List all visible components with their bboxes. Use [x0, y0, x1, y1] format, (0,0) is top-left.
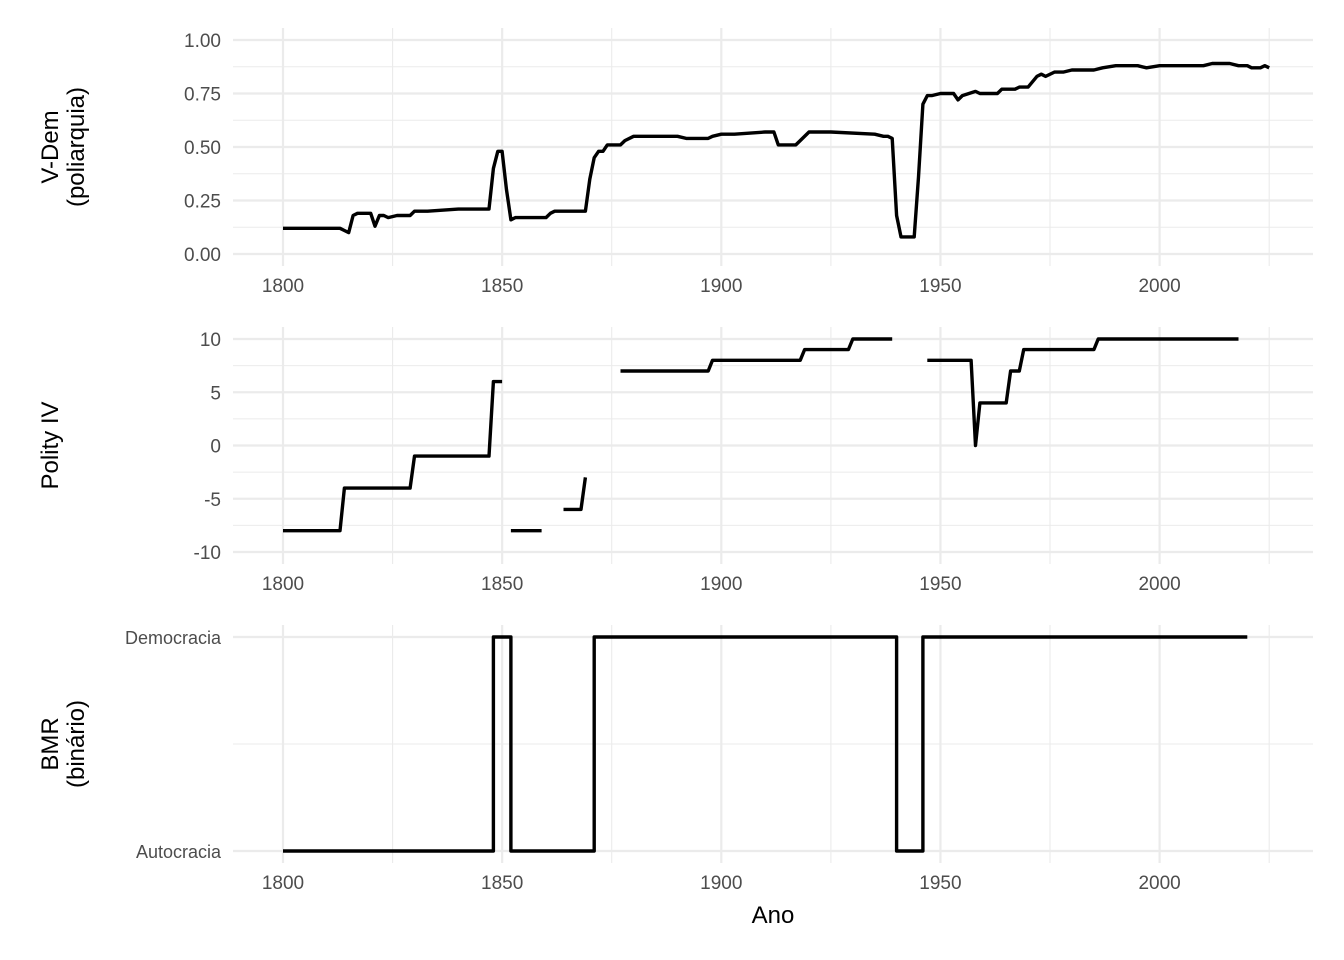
y-tick-label: 0	[210, 437, 221, 458]
gridlines	[233, 327, 1313, 564]
gridlines	[233, 625, 1313, 863]
y-tick-label: 0.50	[184, 138, 221, 159]
y-tick-label: 0.25	[184, 192, 221, 213]
x-tick-label: 1850	[481, 873, 523, 894]
x-tick-label: 1850	[481, 574, 523, 595]
x-tick-label: 2000	[1138, 574, 1180, 595]
y-tick-label: -10	[194, 543, 221, 564]
x-tick-labels: 1800 1850 1900 1950 2000	[262, 873, 1181, 894]
y-tick-labels: Autocracia Democracia	[125, 628, 222, 862]
x-tick-label: 1950	[919, 574, 961, 595]
y-tick-label: -5	[204, 490, 221, 511]
x-tick-labels: 1800 1850 1900 1950 2000	[262, 574, 1181, 595]
vdem-series	[283, 61, 1270, 239]
vdem-panel: 0.00 0.25 0.50 0.75 1.00 1800 1850 1900 1950 2000…	[37, 28, 1313, 297]
series-line	[927, 337, 1239, 448]
x-tick-label: 2000	[1138, 276, 1180, 297]
y-axis-title: Polity IV	[37, 401, 64, 489]
x-tick-label: 1900	[700, 873, 742, 894]
polity-panel: -10 -5 0 5 10 1800 1850 1900 1950 2000 Polity IV	[37, 327, 1313, 595]
series-line	[283, 379, 503, 533]
series-line	[283, 635, 1248, 853]
y-tick-label: 10	[200, 330, 221, 351]
y-tick-labels: 0.00 0.25 0.50 0.75 1.00	[184, 31, 221, 266]
gridlines	[233, 28, 1313, 266]
x-tick-label: 2000	[1138, 873, 1180, 894]
series-line	[283, 61, 1270, 239]
x-tick-label: 1850	[481, 276, 523, 297]
bmr-series	[283, 635, 1248, 853]
x-tick-labels: 1800 1850 1900 1950 2000	[262, 276, 1181, 297]
y-axis-title: V-Dem(poliarquia)	[37, 87, 90, 207]
series-line	[620, 337, 893, 373]
bmr-panel: Autocracia Democracia 1800 1850 1900 1950 2000…	[37, 625, 1313, 894]
y-tick-label: 0.00	[184, 245, 221, 266]
x-tick-label: 1900	[700, 574, 742, 595]
y-tick-label: 0.75	[184, 85, 221, 106]
x-axis-title: Ano	[752, 902, 795, 929]
y-tick-labels: -10 -5 0 5 10	[194, 330, 221, 564]
y-tick-label: 1.00	[184, 31, 221, 52]
y-tick-label: 5	[210, 383, 221, 404]
y-tick-label: Democracia	[125, 628, 222, 648]
x-tick-label: 1800	[262, 276, 304, 297]
x-tick-label: 1800	[262, 873, 304, 894]
series-line	[563, 477, 588, 512]
x-tick-label: 1900	[700, 276, 742, 297]
x-tick-label: 1800	[262, 574, 304, 595]
x-tick-label: 1950	[919, 276, 961, 297]
polity-series	[283, 337, 1239, 533]
y-tick-label: Autocracia	[136, 842, 222, 862]
x-tick-label: 1950	[919, 873, 961, 894]
y-axis-title: BMR(binário)	[37, 700, 90, 788]
